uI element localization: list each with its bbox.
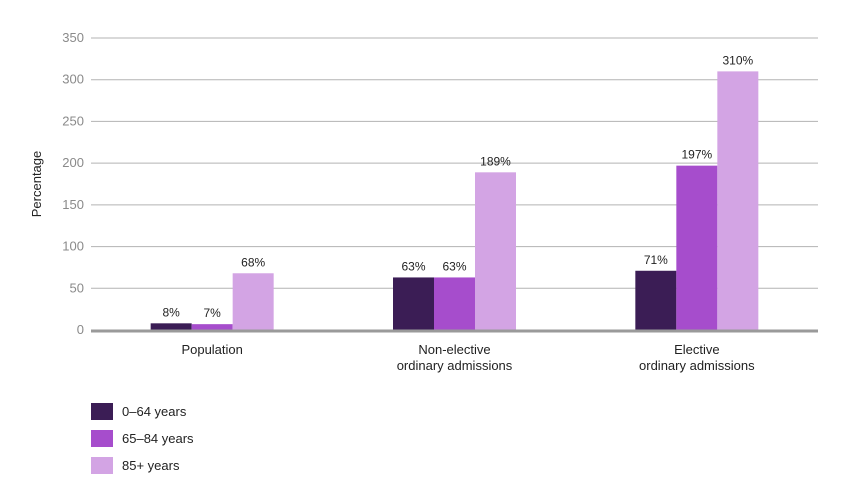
legend-swatch <box>91 402 113 420</box>
y-tick-label: 0 <box>77 322 84 337</box>
y-axis-title: Percentage <box>29 151 44 218</box>
legend-label: 85+ years <box>122 457 180 473</box>
data-label: 63% <box>442 259 466 273</box>
data-label: 7% <box>203 306 221 320</box>
bar <box>393 277 434 330</box>
bars: 8% 7% 68% 63% 63% 189% 71% 197% 310% <box>150 53 759 330</box>
y-tick-label: 150 <box>62 197 84 212</box>
y-tick-label: 200 <box>62 155 84 170</box>
y-tick-label: 250 <box>62 113 84 128</box>
data-label: 197% <box>681 148 712 162</box>
legend-swatch <box>91 456 113 474</box>
bar <box>191 324 233 330</box>
x-category-label: Non-elective <box>418 342 490 357</box>
y-axis: 0 50 100 150 200 250 300 350 <box>62 30 84 337</box>
legend: 0–64 years 65–84 years 85+ years <box>91 402 194 483</box>
y-tick-label: 350 <box>62 30 84 45</box>
legend-item: 0–64 years <box>91 402 194 420</box>
legend-label: 65–84 years <box>122 430 194 446</box>
legend-item: 65–84 years <box>91 429 194 447</box>
legend-item: 85+ years <box>91 456 194 474</box>
gridlines <box>91 37 818 289</box>
y-tick-label: 300 <box>62 72 84 87</box>
x-category-label: Population <box>181 342 242 357</box>
data-label: 68% <box>241 255 265 269</box>
legend-label: 0–64 years <box>122 403 187 419</box>
x-category-label: ordinary admissions <box>639 358 755 373</box>
data-label: 8% <box>162 305 180 319</box>
bar <box>232 273 274 330</box>
x-category-label: ordinary admissions <box>397 358 513 373</box>
data-label: 310% <box>722 53 753 67</box>
bar <box>635 270 677 330</box>
y-tick-label: 50 <box>70 280 84 295</box>
data-label: 63% <box>401 259 425 273</box>
y-tick-label: 100 <box>62 239 84 254</box>
bar <box>434 277 475 330</box>
bar <box>676 165 718 330</box>
bar <box>717 71 759 330</box>
data-label: 71% <box>644 253 668 267</box>
legend-swatch <box>91 429 113 447</box>
bar-chart: 0 50 100 150 200 250 300 350 8% 7% 68% 63% 63% 189% 7… <box>29 30 818 373</box>
bar <box>150 323 192 330</box>
x-category-label: Elective <box>674 342 720 357</box>
bar <box>475 172 516 330</box>
data-label: 189% <box>480 154 511 168</box>
